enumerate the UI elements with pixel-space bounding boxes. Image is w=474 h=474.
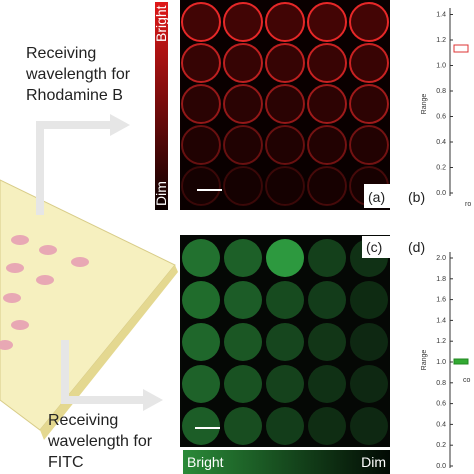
- well: [181, 43, 221, 83]
- y-tick-label: 1.0: [436, 63, 446, 70]
- well: [224, 407, 262, 445]
- plate-wells: [0, 235, 89, 350]
- y-tick-label: 0.6: [436, 401, 446, 408]
- well: [308, 239, 346, 277]
- well: [308, 281, 346, 319]
- y-tick-label: 0.6: [436, 114, 446, 121]
- caption-line: FITC: [48, 454, 84, 471]
- y-tick-label: 0.0: [436, 190, 446, 197]
- well: [182, 323, 220, 361]
- well: [266, 281, 304, 319]
- arrow-head: [143, 389, 163, 411]
- panel-label-bg: [364, 184, 390, 208]
- panel-label: (d): [408, 239, 425, 255]
- colorbar-label: Dim: [153, 181, 169, 206]
- box: [453, 44, 469, 53]
- well: [266, 365, 304, 403]
- well: [224, 365, 262, 403]
- caption-line: Rhodamine B: [26, 87, 123, 104]
- caption-line: Receiving: [26, 45, 96, 62]
- axis-label: Range: [421, 350, 428, 371]
- y-tick-label: 0.8: [436, 380, 446, 387]
- colorbar: [183, 450, 390, 474]
- well: [349, 84, 389, 124]
- colorbar: [155, 2, 168, 210]
- well: [266, 323, 304, 361]
- well: [349, 43, 389, 83]
- box: [453, 358, 469, 365]
- well: [349, 2, 389, 42]
- panel-label-bg: [362, 236, 390, 258]
- well: [349, 125, 389, 165]
- y-tick-label: 1.8: [436, 276, 446, 283]
- colorbar-label: Dim: [361, 454, 386, 470]
- well: [223, 84, 263, 124]
- y-tick-label: 0.4: [436, 139, 446, 146]
- y-tick-label: 1.6: [436, 297, 446, 304]
- arrow-head: [110, 114, 130, 136]
- well: [266, 407, 304, 445]
- y-tick-label: 2.0: [436, 255, 446, 262]
- well: [350, 365, 388, 403]
- well: [265, 43, 305, 83]
- caption-line: wavelength for: [25, 66, 131, 83]
- well: [223, 125, 263, 165]
- well: [307, 84, 347, 124]
- well: [223, 166, 263, 206]
- colorbar-label: Bright: [153, 5, 169, 42]
- y-tick-label: 0.8: [436, 88, 446, 95]
- caption-line: Receiving: [48, 412, 118, 429]
- panel-label: (a): [368, 189, 385, 205]
- caption-line: wavelength for: [47, 433, 153, 450]
- well: [181, 166, 221, 206]
- well: [181, 2, 221, 42]
- well: [181, 125, 221, 165]
- colorbar-label: Bright: [187, 454, 224, 470]
- well: [307, 2, 347, 42]
- well: [182, 365, 220, 403]
- panel-label: (c): [366, 239, 382, 255]
- well: [307, 166, 347, 206]
- y-tick-label: 0.2: [436, 442, 446, 449]
- well: [266, 239, 304, 277]
- y-tick-label: 0.0: [436, 463, 446, 470]
- well: [265, 166, 305, 206]
- y-tick-label: 1.0: [436, 359, 446, 366]
- x-label: ro: [465, 201, 471, 208]
- well: [308, 323, 346, 361]
- panel-label: (b): [408, 189, 425, 205]
- y-tick-label: 1.2: [436, 37, 446, 44]
- well: [223, 43, 263, 83]
- y-tick-label: 0.4: [436, 421, 446, 428]
- well: [224, 323, 262, 361]
- well: [308, 365, 346, 403]
- well: [182, 239, 220, 277]
- well: [182, 281, 220, 319]
- well: [223, 2, 263, 42]
- y-tick-label: 0.2: [436, 165, 446, 172]
- well: [350, 281, 388, 319]
- well: [224, 239, 262, 277]
- well: [350, 407, 388, 445]
- well: [224, 281, 262, 319]
- y-tick-label: 1.4: [436, 317, 446, 324]
- well: [307, 125, 347, 165]
- well: [265, 125, 305, 165]
- well: [265, 2, 305, 42]
- well: [307, 43, 347, 83]
- axis-label: Range: [421, 94, 428, 115]
- well: [182, 407, 220, 445]
- well: [308, 407, 346, 445]
- y-tick-label: 1.2: [436, 338, 446, 345]
- arrow: [36, 121, 112, 215]
- well: [181, 84, 221, 124]
- x-label: co: [463, 377, 471, 384]
- arrow: [61, 340, 145, 404]
- well: [350, 323, 388, 361]
- well: [265, 84, 305, 124]
- y-tick-label: 1.4: [436, 12, 446, 19]
